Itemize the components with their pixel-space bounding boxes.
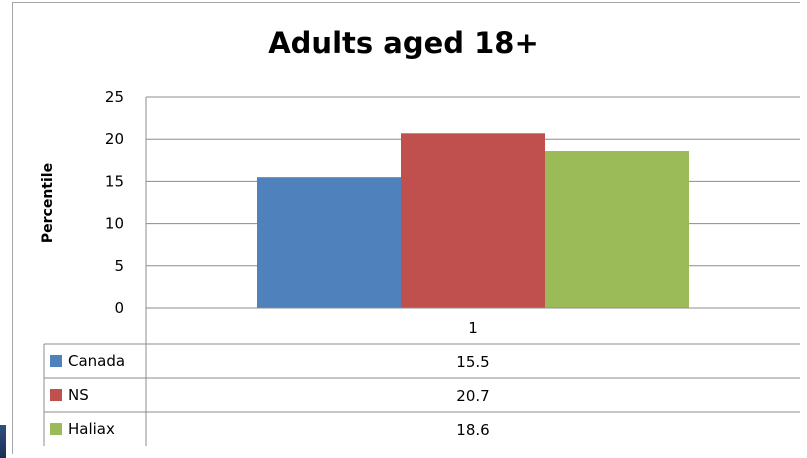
window-edge — [0, 425, 6, 458]
legend-key-haliax — [50, 423, 62, 435]
data-label: 20.7 — [456, 387, 489, 405]
legend-label: NS — [68, 386, 89, 404]
bar-canada — [257, 177, 401, 308]
legend-label: Haliax — [68, 420, 115, 438]
data-label: 18.6 — [456, 421, 489, 439]
y-tick-label: 25 — [105, 88, 124, 106]
bar-ns — [401, 133, 545, 308]
x-tick-label: 1 — [468, 319, 478, 337]
chart-title: Adults aged 18+ — [268, 26, 539, 60]
y-tick-label: 20 — [105, 130, 124, 148]
legend-key-canada — [50, 355, 62, 367]
y-tick-label: 5 — [114, 257, 124, 275]
legend-key-ns — [50, 389, 62, 401]
y-tick-label: 10 — [105, 215, 124, 233]
y-tick-label: 0 — [114, 299, 124, 317]
data-label: 15.5 — [456, 353, 489, 371]
y-tick-label: 15 — [105, 172, 124, 190]
legend-label: Canada — [68, 352, 125, 370]
bar-haliax — [545, 151, 689, 308]
chart-area-border — [12, 2, 800, 454]
